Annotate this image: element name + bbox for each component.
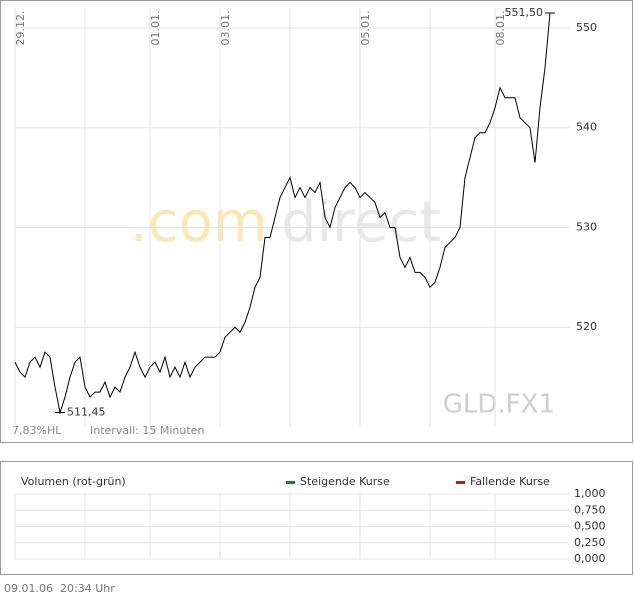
y-tick-label: 0,250 [574,536,606,549]
y-tick-label: 550 [576,21,597,34]
main-panel [0,0,633,443]
price-line [14,12,551,415]
y-tick-label: 520 [576,320,597,333]
y-tick-label: 530 [576,220,597,233]
legend-swatch [456,481,465,484]
y-tick-label: 540 [576,121,597,134]
extreme-label: 511,45 [67,406,106,419]
legend-label: Steigende Kurse [300,475,390,488]
info: Intervall: 15 Minuten [90,424,204,437]
volume-panel [0,461,633,575]
watermark: .com [130,190,267,255]
symbol: GLD.FX1 [443,390,555,420]
y-tick-label: 0,000 [574,552,606,565]
y-tick-label: 0,500 [574,520,606,533]
footer: 09.01.06 [4,582,53,595]
footer: 20:34 Uhr [60,582,115,595]
volume-title: Volumen (rot-grün) [21,475,126,488]
extreme-label: 551,50 [505,6,544,19]
legend-swatch [286,481,295,484]
info: 7,83%HL [12,424,62,437]
y-tick-label: 1,000 [574,487,606,500]
watermark: direct [281,190,441,255]
y-tick-label: 0,750 [574,503,606,516]
legend-label: Fallende Kurse [470,475,550,488]
